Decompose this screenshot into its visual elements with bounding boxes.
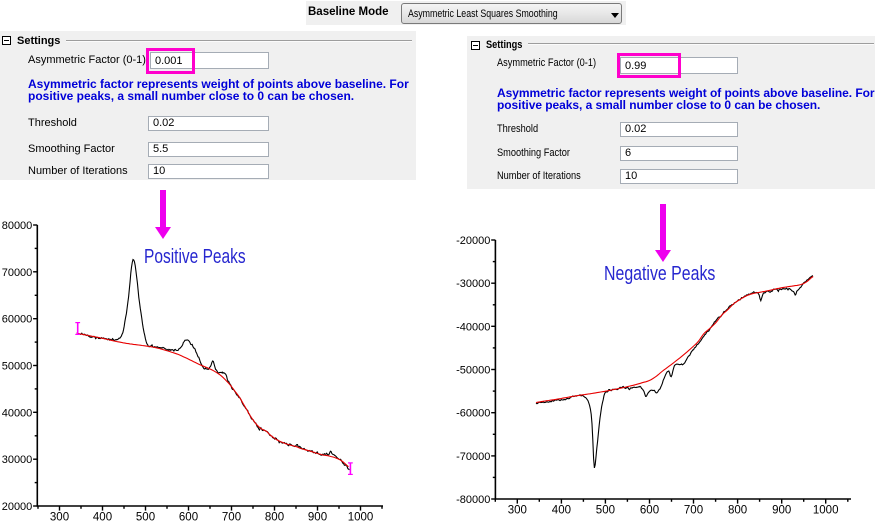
svg-text:-70000: -70000 <box>456 451 490 463</box>
svg-text:600: 600 <box>640 505 659 517</box>
svg-text:600: 600 <box>179 512 198 524</box>
svg-text:-40000: -40000 <box>456 321 490 333</box>
svg-text:50000: 50000 <box>2 361 33 373</box>
svg-text:800: 800 <box>728 505 747 517</box>
svg-text:1000: 1000 <box>813 505 839 517</box>
svg-text:500: 500 <box>136 512 155 524</box>
svg-text:500: 500 <box>596 505 615 517</box>
svg-text:800: 800 <box>265 512 284 524</box>
svg-text:70000: 70000 <box>2 267 33 279</box>
svg-text:-60000: -60000 <box>456 408 490 420</box>
svg-text:300: 300 <box>50 512 69 524</box>
svg-text:40000: 40000 <box>2 407 33 419</box>
svg-text:700: 700 <box>684 505 703 517</box>
svg-text:400: 400 <box>552 505 571 517</box>
svg-text:1000: 1000 <box>348 512 374 524</box>
svg-text:-80000: -80000 <box>456 494 490 506</box>
svg-text:-20000: -20000 <box>456 235 490 247</box>
svg-text:700: 700 <box>222 512 241 524</box>
svg-text:400: 400 <box>93 512 112 524</box>
svg-text:300: 300 <box>508 505 527 517</box>
svg-text:80000: 80000 <box>2 220 33 232</box>
svg-text:-30000: -30000 <box>456 278 490 290</box>
svg-text:-50000: -50000 <box>456 365 490 377</box>
svg-text:30000: 30000 <box>2 454 33 466</box>
svg-text:900: 900 <box>308 512 327 524</box>
svg-text:900: 900 <box>772 505 791 517</box>
svg-text:20000: 20000 <box>2 501 33 513</box>
svg-text:60000: 60000 <box>2 314 33 326</box>
